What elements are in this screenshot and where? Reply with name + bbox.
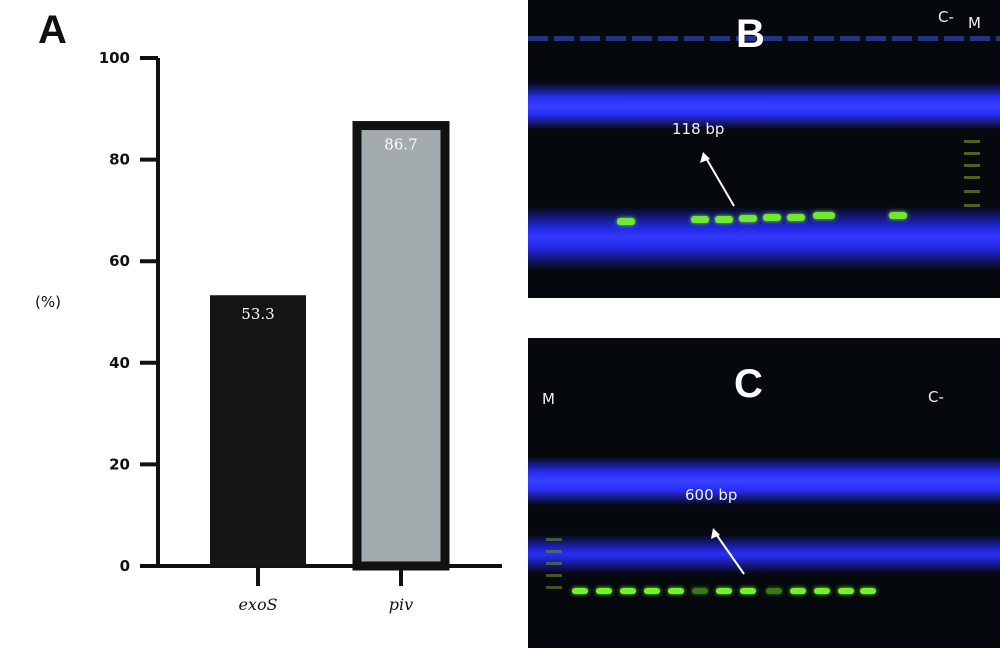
gel-band <box>813 212 835 219</box>
lane-label-marker: M <box>968 14 981 32</box>
marker-band <box>546 550 562 553</box>
gel-band <box>572 588 588 594</box>
gel-band <box>889 212 907 219</box>
marker-band <box>546 562 562 565</box>
marker-band <box>964 190 980 193</box>
marker-band <box>964 164 980 167</box>
x-tick-label: piv <box>389 595 413 614</box>
gel-band <box>620 588 636 594</box>
x-tick-label: exoS <box>238 595 277 614</box>
gel-band <box>790 588 806 594</box>
marker-band <box>546 574 562 577</box>
bar-exos <box>210 295 306 566</box>
marker-band <box>964 152 980 155</box>
y-tick-label: 40 <box>109 354 130 372</box>
marker-band <box>546 586 562 589</box>
data-label: 86.7 <box>384 136 417 154</box>
y-axis-label: (%) <box>35 293 61 311</box>
marker-band <box>964 176 980 179</box>
gel-band <box>644 588 660 594</box>
marker-band <box>546 538 562 541</box>
panel-label-a: A <box>38 8 67 52</box>
gel-band <box>763 214 781 221</box>
gel-band <box>596 588 612 594</box>
gel-band <box>739 215 757 222</box>
gel-band <box>838 588 854 594</box>
arrow-icon <box>711 528 745 575</box>
lane-label-negative-control: C- <box>928 388 944 406</box>
well-line <box>528 36 1000 41</box>
gel-band <box>740 588 756 594</box>
band-size-label: 118 bp <box>672 120 725 138</box>
data-label: 53.3 <box>241 305 274 323</box>
marker-band <box>964 204 980 207</box>
gel-band <box>860 588 876 594</box>
lane-label-marker: M <box>542 390 555 408</box>
arrow-icon <box>700 152 735 207</box>
gel-band <box>766 588 782 594</box>
gel-band <box>617 218 635 225</box>
dye-front-bottom <box>528 534 1000 574</box>
bar-piv <box>352 121 450 571</box>
marker-band <box>964 140 980 143</box>
panel-label-c: C <box>734 362 763 406</box>
gel-band <box>715 216 733 223</box>
bar-chart: 0 20 40 60 80 100 exoS piv 53.3 86.7 (%) <box>35 49 502 614</box>
y-tick-label: 20 <box>109 455 130 473</box>
gel-band <box>691 216 709 223</box>
dye-front-top <box>528 82 1000 130</box>
gel-band <box>716 588 732 594</box>
gel-band <box>814 588 830 594</box>
gel-panel-b: B C- M 118 bp <box>528 0 1000 298</box>
gel-band <box>668 588 684 594</box>
axis-group: 0 20 40 60 80 100 exoS piv <box>99 49 502 614</box>
dye-front-top <box>528 456 1000 506</box>
band-size-label: 600 bp <box>685 486 738 504</box>
bars-group: 53.3 86.7 <box>210 121 450 571</box>
gel-panel-c: C M C- 600 bp <box>528 338 1000 648</box>
y-tick-label: 0 <box>120 557 130 575</box>
y-tick-label: 100 <box>99 49 130 67</box>
y-tick-label: 80 <box>109 151 130 169</box>
lane-label-negative-control: C- <box>938 8 954 26</box>
y-tick-label: 60 <box>109 252 130 270</box>
panel-label-b: B <box>736 12 765 56</box>
gel-band <box>692 588 708 594</box>
gel-band <box>787 214 805 221</box>
